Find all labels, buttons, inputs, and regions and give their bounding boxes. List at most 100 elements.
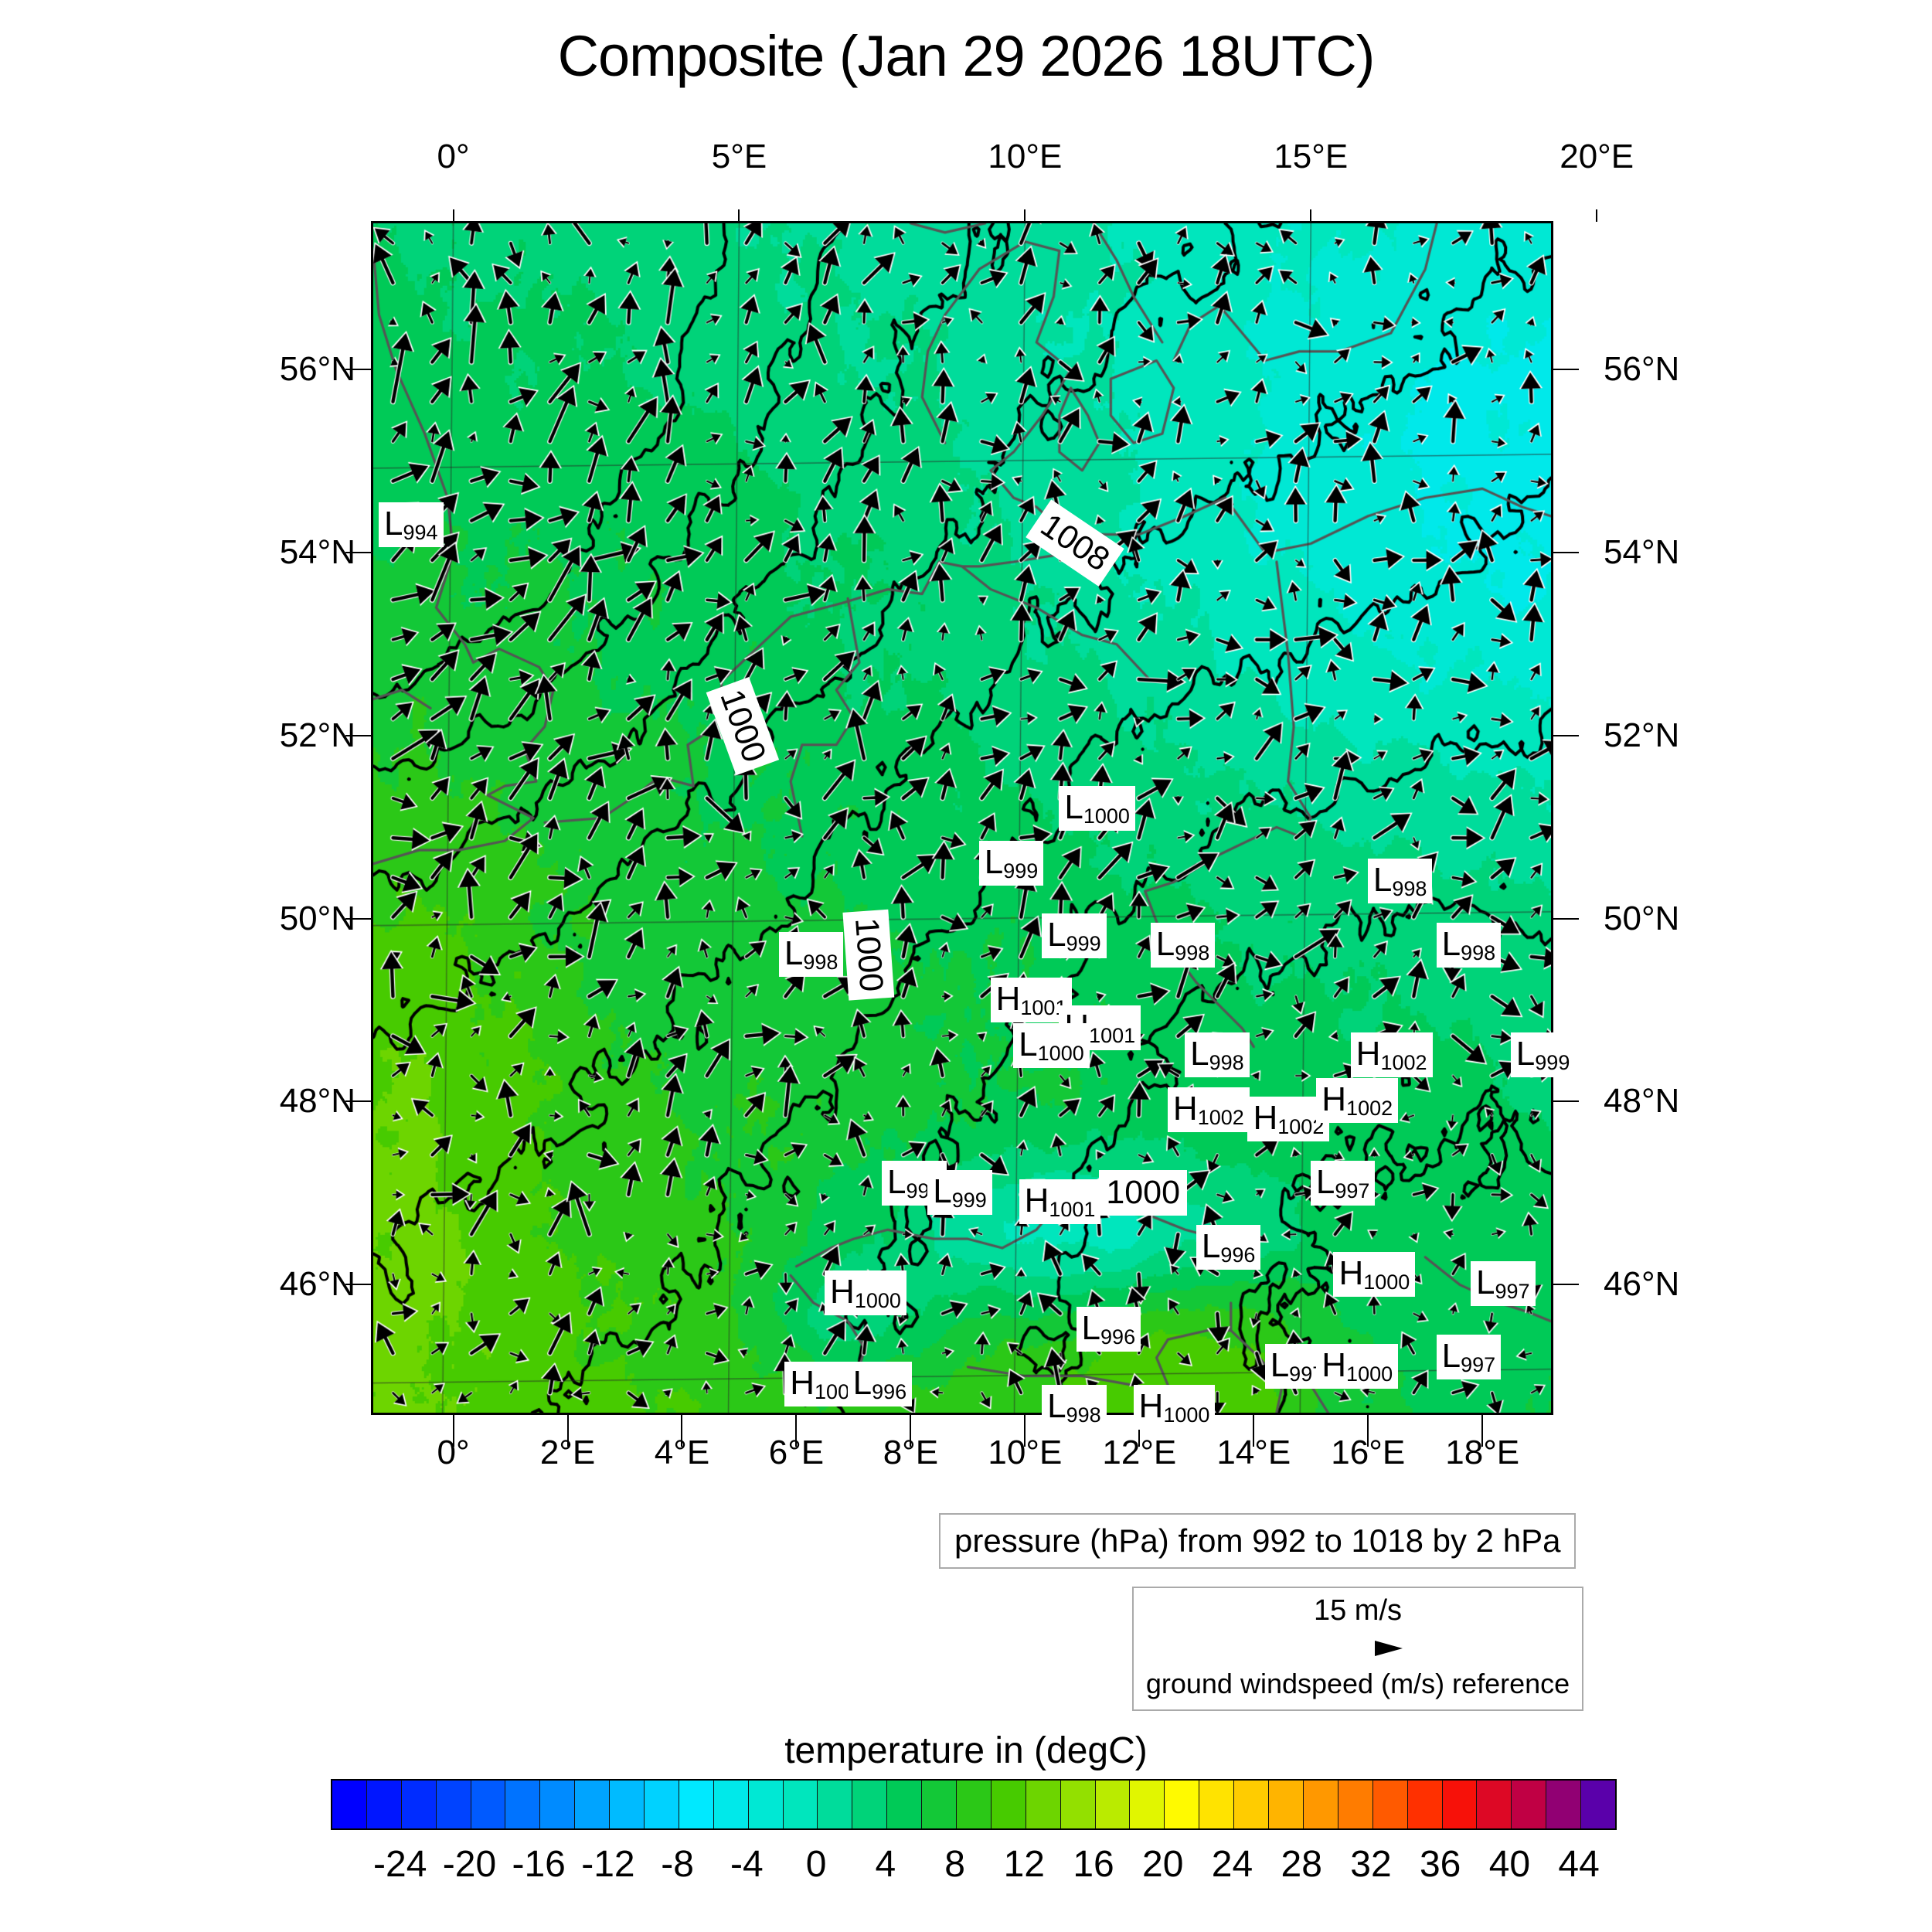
map-panel[interactable] bbox=[371, 221, 1553, 1415]
axis-label-top-2: 10°E bbox=[988, 138, 1063, 175]
colorbar-label-12: 24 bbox=[1211, 1844, 1253, 1885]
colorbar-cell bbox=[1338, 1781, 1373, 1828]
colorbar-cell bbox=[957, 1781, 992, 1828]
colorbar-label-7: 4 bbox=[875, 1844, 896, 1885]
tick-lat-4-1 bbox=[1553, 1100, 1579, 1103]
colorbar-label-14: 32 bbox=[1350, 1844, 1392, 1885]
axis-label-right-0: 56°N bbox=[1604, 350, 1680, 389]
colorbar-cell bbox=[1234, 1781, 1270, 1828]
colorbar-cell bbox=[471, 1781, 506, 1828]
colorbar-label-9: 12 bbox=[1003, 1844, 1045, 1885]
axis-label-right-1: 54°N bbox=[1604, 533, 1680, 572]
colorbar-cell bbox=[436, 1781, 471, 1828]
tick-bottom-0 bbox=[452, 1414, 454, 1447]
colorbar-cell bbox=[1442, 1781, 1478, 1828]
colorbar bbox=[331, 1779, 1617, 1830]
axis-label-top-3: 15°E bbox=[1274, 138, 1349, 175]
tick-top-0 bbox=[452, 209, 454, 222]
axis-label-left-5: 46°N bbox=[279, 1265, 355, 1304]
colorbar-label-11: 20 bbox=[1142, 1844, 1184, 1885]
axis-label-left-2: 52°N bbox=[279, 716, 355, 754]
wind-arrow-icon bbox=[1313, 1641, 1403, 1656]
tick-lat-1-1 bbox=[1553, 552, 1579, 554]
colorbar-cell bbox=[645, 1781, 679, 1828]
colorbar-cell bbox=[1512, 1781, 1547, 1828]
colorbar-title: temperature in (degC) bbox=[784, 1730, 1148, 1771]
axis-label-right-4: 48°N bbox=[1604, 1082, 1680, 1121]
tick-top-3 bbox=[1310, 209, 1312, 222]
tick-bottom-5 bbox=[1024, 1414, 1026, 1447]
colorbar-label-8: 8 bbox=[944, 1844, 965, 1885]
colorbar-cell bbox=[1546, 1781, 1582, 1828]
tick-bottom-7 bbox=[1253, 1414, 1255, 1447]
colorbar-cell bbox=[1095, 1781, 1131, 1828]
tick-bottom-3 bbox=[795, 1414, 798, 1447]
wind-speed-label: 15 m/s bbox=[1313, 1594, 1403, 1627]
colorbar-label-1: -20 bbox=[442, 1844, 497, 1885]
colorbar-cell bbox=[852, 1781, 888, 1828]
tick-lat-0-1 bbox=[1553, 369, 1579, 371]
colorbar-cell bbox=[575, 1781, 611, 1828]
axis-label-top-1: 5°E bbox=[711, 138, 767, 175]
temperature-heatmap-canvas bbox=[373, 223, 1551, 1413]
colorbar-cell bbox=[818, 1781, 853, 1828]
colorbar-label-5: -4 bbox=[730, 1844, 764, 1885]
tick-lat-5-1 bbox=[1553, 1284, 1579, 1286]
axis-label-right-3: 50°N bbox=[1604, 899, 1680, 937]
axis-label-left-1: 54°N bbox=[279, 533, 355, 572]
colorbar-label-3: -12 bbox=[581, 1844, 635, 1885]
axis-label-top-0: 0° bbox=[437, 138, 470, 175]
colorbar-cell bbox=[1026, 1781, 1061, 1828]
tick-lat-4-0 bbox=[345, 1100, 372, 1103]
colorbar-label-2: -16 bbox=[512, 1844, 566, 1885]
axis-label-left-0: 56°N bbox=[279, 350, 355, 389]
colorbar-cell bbox=[1199, 1781, 1235, 1828]
colorbar-label-6: 0 bbox=[805, 1844, 827, 1885]
wind-reference-box: 15 m/s ground windspeed (m/s) reference bbox=[1132, 1587, 1583, 1711]
colorbar-cell bbox=[401, 1781, 437, 1828]
colorbar-cell bbox=[366, 1781, 402, 1828]
tick-bottom-6 bbox=[1138, 1414, 1141, 1447]
colorbar-cell bbox=[922, 1781, 957, 1828]
colorbar-label-16: 40 bbox=[1488, 1844, 1531, 1885]
axis-label-right-5: 46°N bbox=[1604, 1265, 1680, 1304]
tick-lat-3-0 bbox=[345, 917, 372, 920]
tick-bottom-1 bbox=[566, 1414, 569, 1447]
colorbar-label-0: -24 bbox=[373, 1844, 427, 1885]
tick-bottom-9 bbox=[1481, 1414, 1484, 1447]
pressure-legend-text: pressure (hPa) from 992 to 1018 by 2 hPa bbox=[954, 1522, 1561, 1559]
tick-bottom-8 bbox=[1367, 1414, 1369, 1447]
colorbar-cell bbox=[1130, 1781, 1165, 1828]
tick-top-4 bbox=[1596, 209, 1598, 222]
axis-label-top-4: 20°E bbox=[1560, 138, 1634, 175]
axis-label-right-2: 52°N bbox=[1604, 716, 1680, 754]
colorbar-cell bbox=[783, 1781, 818, 1828]
colorbar-cell bbox=[332, 1781, 367, 1828]
colorbar-tick-labels: -24 -20 -16 -12 -8 -4 0 4 8 12 16 20 24 28 32 36 40 44 bbox=[0, 1843, 1932, 1897]
colorbar-cell bbox=[610, 1781, 645, 1828]
axis-label-left-4: 48°N bbox=[279, 1082, 355, 1121]
tick-lat-3-1 bbox=[1553, 917, 1579, 920]
colorbar-cell bbox=[540, 1781, 576, 1828]
wind-reference-label: ground windspeed (m/s) reference bbox=[1145, 1668, 1570, 1699]
tick-lat-2-0 bbox=[345, 734, 372, 736]
tick-top-2 bbox=[1024, 209, 1026, 222]
colorbar-cell bbox=[1269, 1781, 1304, 1828]
colorbar-cell bbox=[1303, 1781, 1338, 1828]
pressure-legend-box: pressure (hPa) from 992 to 1018 by 2 hPa bbox=[939, 1513, 1577, 1569]
colorbar-label-10: 16 bbox=[1073, 1844, 1114, 1885]
tick-lat-2-1 bbox=[1553, 734, 1579, 736]
colorbar-cell bbox=[1372, 1781, 1408, 1828]
colorbar-cell bbox=[1581, 1781, 1615, 1828]
colorbar-cell bbox=[1407, 1781, 1443, 1828]
tick-bottom-2 bbox=[681, 1414, 683, 1447]
tick-top-1 bbox=[738, 209, 740, 222]
colorbar-label-17: 44 bbox=[1558, 1844, 1600, 1885]
page-title: Composite (Jan 29 2026 18UTC) bbox=[557, 24, 1376, 88]
colorbar-cell bbox=[1060, 1781, 1096, 1828]
colorbar-cell bbox=[991, 1781, 1026, 1828]
colorbar-label-15: 36 bbox=[1419, 1844, 1461, 1885]
colorbar-cell bbox=[887, 1781, 923, 1828]
colorbar-label-4: -8 bbox=[661, 1844, 694, 1885]
colorbar-label-13: 28 bbox=[1281, 1844, 1322, 1885]
